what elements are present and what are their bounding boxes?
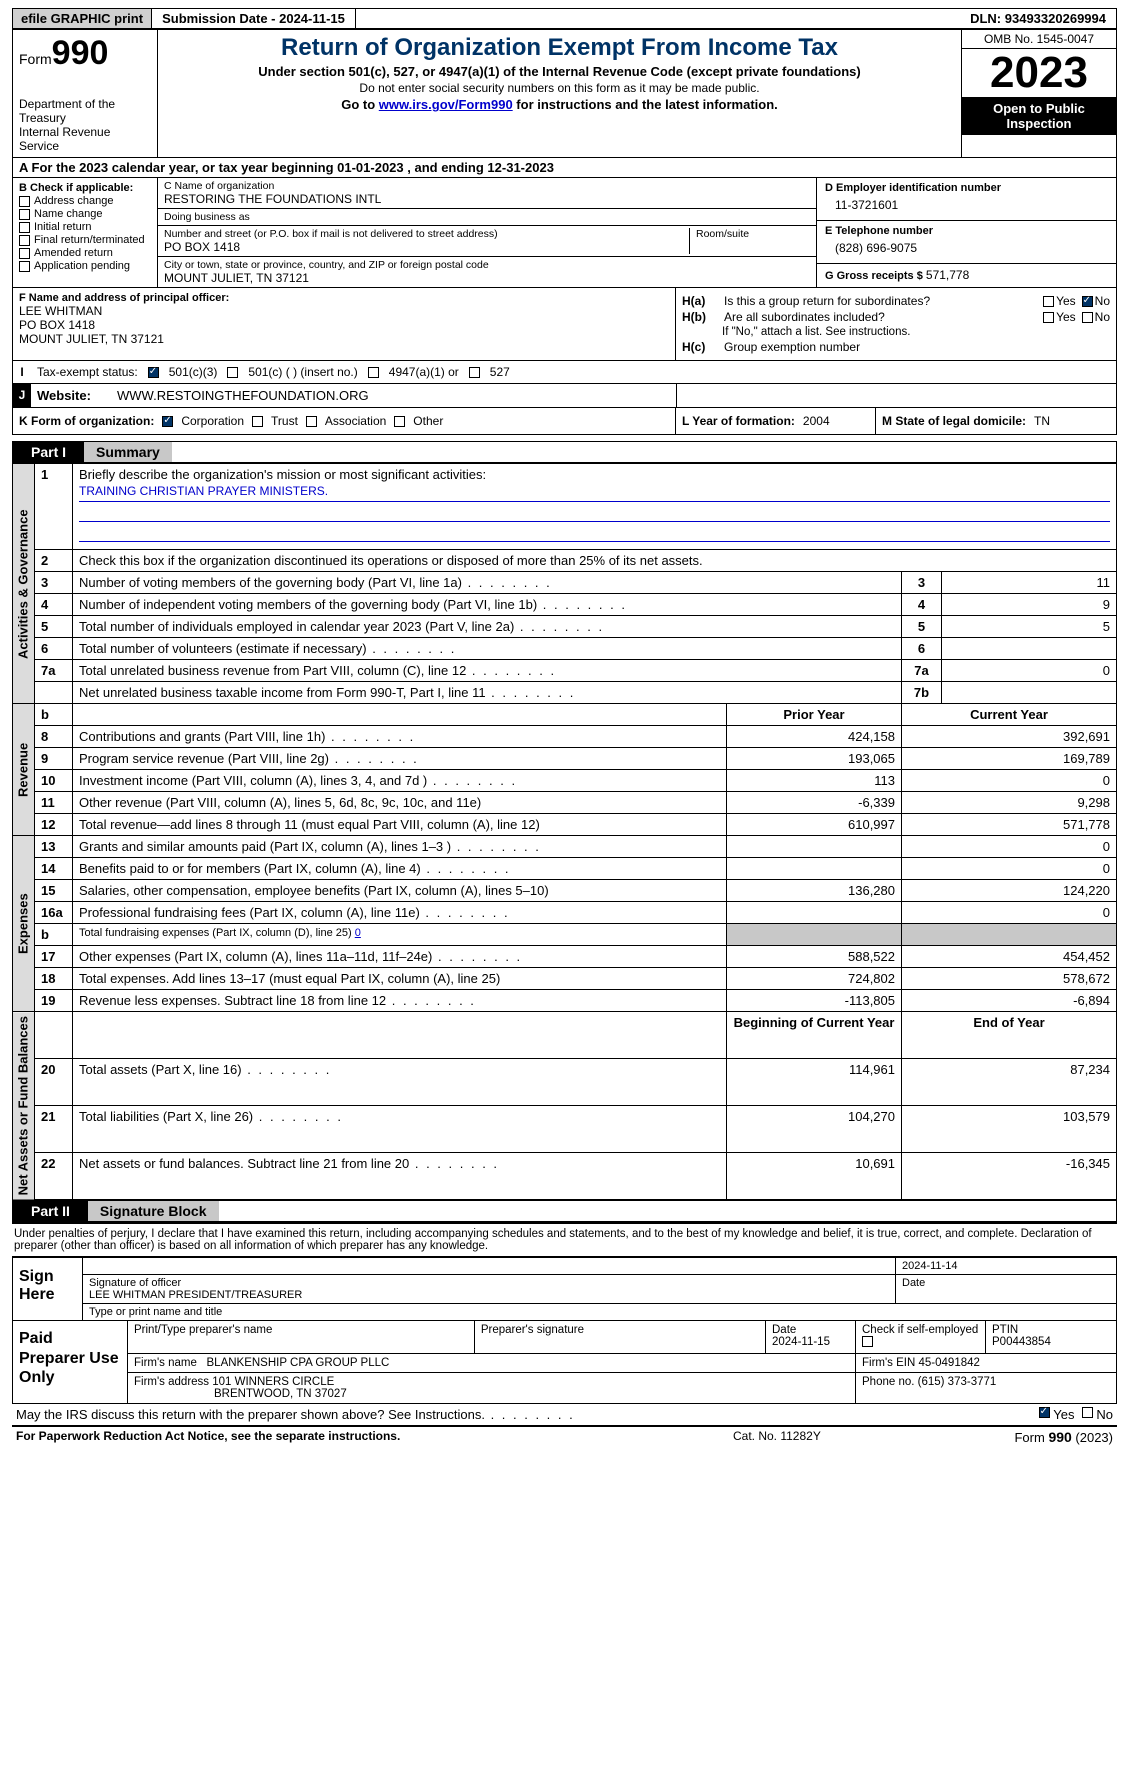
discuss-row: May the IRS discuss this return with the… (12, 1404, 1117, 1427)
box-c: C Name of organization RESTORING THE FOU… (158, 178, 816, 287)
checkbox-icon[interactable] (252, 416, 263, 427)
checkbox-icon[interactable] (19, 222, 30, 233)
side-label-expenses: Expenses (13, 836, 35, 1012)
tax-status-row: I Tax-exempt status: 501(c)(3) 501(c) ( … (12, 361, 1117, 384)
submission-date: Submission Date - 2024-11-15 (152, 9, 356, 28)
form-id-block: Form990 Department of the Treasury Inter… (13, 30, 158, 157)
box-deg: D Employer identification number 11-3721… (816, 178, 1116, 287)
checkbox-icon[interactable] (148, 367, 159, 378)
checkbox-icon[interactable] (1039, 1407, 1050, 1418)
checkbox-icon[interactable] (19, 209, 30, 220)
efile-print-button[interactable]: efile GRAPHIC print (13, 9, 152, 28)
top-bar: efile GRAPHIC print Submission Date - 20… (12, 8, 1117, 30)
summary-table: Activities & Governance 1 Briefly descri… (12, 463, 1117, 1200)
checkbox-icon[interactable] (1082, 312, 1093, 323)
part-ii-bar: Part II Signature Block (12, 1200, 1117, 1222)
checkbox-icon[interactable] (1082, 1407, 1093, 1418)
dln: DLN: 93493320269994 (960, 9, 1116, 28)
checkbox-icon[interactable] (162, 416, 173, 427)
paid-preparer-block: Paid Preparer Use Only Print/Type prepar… (12, 1321, 1117, 1404)
checkbox-icon[interactable] (19, 196, 30, 207)
k-row: K Form of organization: Corporation Trus… (12, 408, 1117, 435)
officer-group-block: F Name and address of principal officer:… (12, 288, 1117, 361)
checkbox-icon[interactable] (1043, 296, 1054, 307)
identity-block: B Check if applicable: Address change Na… (12, 178, 1117, 288)
form-header: Form990 Department of the Treasury Inter… (12, 30, 1117, 158)
checkbox-icon[interactable] (306, 416, 317, 427)
fundraising-link[interactable]: 0 (355, 927, 361, 939)
signature-declaration: Under penalties of perjury, I declare th… (12, 1222, 1117, 1256)
checkbox-icon[interactable] (1082, 296, 1093, 307)
page-footer: For Paperwork Reduction Act Notice, see … (12, 1427, 1117, 1447)
sign-here-block: Sign Here 2024-11-14 Signature of office… (12, 1256, 1117, 1321)
checkbox-icon[interactable] (394, 416, 405, 427)
website-row: J Website: WWW.RESTOINGTHEFOUNDATION.ORG (12, 384, 1117, 408)
side-label-governance: Activities & Governance (13, 464, 35, 704)
part-i-bar: Part I Summary (12, 441, 1117, 463)
checkbox-icon[interactable] (368, 367, 379, 378)
irs-link[interactable]: www.irs.gov/Form990 (379, 97, 513, 112)
box-b: B Check if applicable: Address change Na… (13, 178, 158, 287)
form-title-block: Return of Organization Exempt From Incom… (158, 30, 961, 157)
tax-year-line: A For the 2023 calendar year, or tax yea… (12, 158, 1117, 178)
checkbox-icon[interactable] (862, 1336, 873, 1347)
checkbox-icon[interactable] (19, 248, 30, 259)
box-f: F Name and address of principal officer:… (13, 288, 676, 360)
checkbox-icon[interactable] (1043, 312, 1054, 323)
side-label-netassets: Net Assets or Fund Balances (13, 1012, 35, 1200)
year-block: OMB No. 1545-0047 2023 Open to Public In… (961, 30, 1116, 157)
form-title: Return of Organization Exempt From Incom… (166, 34, 953, 62)
checkbox-icon[interactable] (19, 235, 30, 246)
box-h: H(a) Is this a group return for subordin… (676, 288, 1116, 360)
checkbox-icon[interactable] (19, 261, 30, 272)
checkbox-icon[interactable] (469, 367, 480, 378)
side-label-revenue: Revenue (13, 704, 35, 836)
checkbox-icon[interactable] (227, 367, 238, 378)
